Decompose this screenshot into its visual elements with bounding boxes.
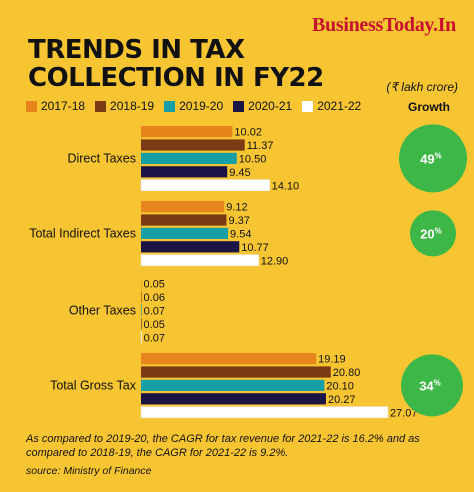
legend-item-2021-22: 2021-22: [302, 99, 361, 113]
bar-2018-19: [141, 291, 142, 303]
legend-label: 2018-19: [110, 99, 155, 113]
legend-swatch: [233, 100, 245, 112]
bar-2018-19: [141, 139, 245, 151]
bar-2019-20: [141, 379, 325, 391]
bar-2021-22: [140, 331, 142, 344]
data-label: 9.12: [226, 202, 247, 214]
bar-2019-20: [141, 152, 237, 164]
legend-swatch: [302, 100, 314, 112]
growth-header: Growth: [408, 100, 450, 114]
bar-2017-18: [141, 126, 233, 138]
bar-2017-18: [141, 353, 317, 365]
unit-note: (₹ lakh crore): [386, 80, 458, 94]
category-label: Total Indirect Taxes: [29, 226, 136, 240]
legend-item-2017-18: 2017-18: [26, 99, 85, 113]
legend-label: 2017-18: [41, 99, 86, 113]
bar-2017-18: [141, 201, 225, 213]
data-label: 20.80: [333, 367, 361, 379]
data-label: 11.37: [247, 140, 274, 152]
data-label: 10.50: [239, 154, 267, 166]
bar-2018-19: [141, 366, 331, 378]
data-label: 10.02: [234, 127, 262, 139]
data-label: 20.10: [326, 381, 354, 393]
data-label: 20.27: [328, 394, 356, 406]
bar-2019-20: [141, 304, 142, 316]
growth-circle: [410, 210, 456, 257]
category-label: Total Gross Tax: [50, 378, 137, 392]
data-label: 27.07: [390, 407, 418, 419]
data-label: 0.07: [144, 306, 165, 318]
legend-item-2018-19: 2018-19: [95, 99, 154, 113]
legend-item-2019-20: 2019-20: [164, 99, 223, 113]
bar-2021-22: [140, 406, 389, 419]
data-label: 0.05: [143, 279, 164, 291]
data-label: 9.54: [230, 229, 251, 241]
legend-swatch: [26, 100, 37, 112]
data-label: 9.37: [228, 215, 249, 227]
data-label: 14.10: [272, 180, 300, 192]
growth-circle: [401, 354, 463, 417]
data-label: 0.07: [144, 332, 165, 344]
category-label: Direct Taxes: [67, 151, 136, 165]
bar-2020-21: [141, 166, 228, 178]
brand-logo: BusinessToday.In: [312, 14, 456, 36]
footnote: As compared to 2019-20, the CAGR for tax…: [26, 433, 420, 459]
data-label: 19.19: [318, 354, 346, 366]
bar-2021-22: [140, 179, 270, 192]
data-label: 9.45: [229, 167, 250, 179]
bar-2020-21: [141, 393, 326, 405]
legend-swatch: [164, 100, 176, 112]
data-label: 0.06: [144, 292, 165, 304]
category-label: Other Taxes: [69, 303, 136, 317]
bar-2020-21: [141, 241, 240, 253]
bar-2018-19: [141, 214, 227, 226]
legend-item-2020-21: 2020-21: [233, 99, 292, 113]
data-label: 0.05: [143, 319, 164, 331]
legend: 2017-18 2018-19 2019-20 2020-21 2021-22: [26, 99, 361, 113]
bar-2019-20: [141, 227, 229, 239]
data-label: 12.90: [261, 255, 289, 267]
chart-title: TRENDS IN TAX COLLECTION IN FY22: [28, 35, 324, 93]
growth-circle: [399, 124, 467, 193]
legend-label: 2019-20: [179, 99, 224, 113]
legend-label: 2020-21: [248, 99, 293, 113]
source-note: source: Ministry of Finance: [26, 465, 152, 477]
legend-label: 2021-22: [317, 99, 362, 113]
legend-swatch: [95, 100, 107, 112]
bar-2021-22: [140, 254, 259, 267]
data-label: 10.77: [241, 242, 269, 254]
